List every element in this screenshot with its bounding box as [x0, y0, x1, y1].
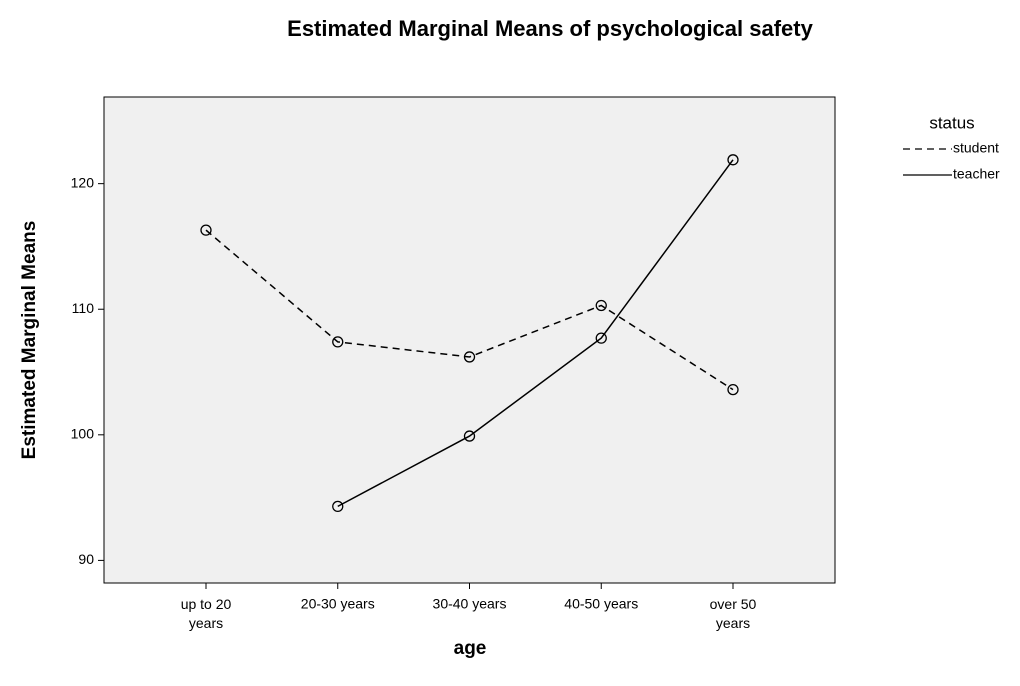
y-tick-label: 120: [71, 174, 95, 190]
data-point: [200, 224, 212, 236]
y-tick-label: 110: [72, 300, 95, 316]
x-tick-label: 40-50 years: [564, 596, 638, 612]
data-point: [332, 336, 344, 348]
legend-label: teacher: [953, 166, 1000, 182]
y-tick-label: 100: [71, 426, 95, 442]
x-axis-label: age: [454, 638, 487, 659]
data-point: [727, 383, 739, 396]
data-point: [595, 332, 607, 344]
series-line: [337, 159, 734, 508]
data-point: [727, 154, 739, 166]
plot-area: [103, 96, 836, 584]
data-point: [463, 430, 476, 442]
x-tick-label: 30-40 years: [433, 596, 507, 612]
y-axis-label: Estimated Marginal Means: [19, 221, 40, 460]
data-point: [463, 351, 476, 363]
x-tick-label: up to 20 years: [181, 596, 232, 631]
chart-title: Estimated Marginal Means of psychologica…: [287, 16, 813, 41]
legend-label: student: [953, 140, 999, 156]
data-point: [332, 500, 344, 513]
x-tick-label: 20-30 years: [301, 596, 375, 612]
series-line: [205, 229, 734, 391]
data-point: [595, 299, 607, 312]
x-tick-label: over 50 years: [710, 596, 757, 631]
y-tick-label: 90: [78, 551, 94, 567]
legend-title: status: [929, 113, 974, 132]
